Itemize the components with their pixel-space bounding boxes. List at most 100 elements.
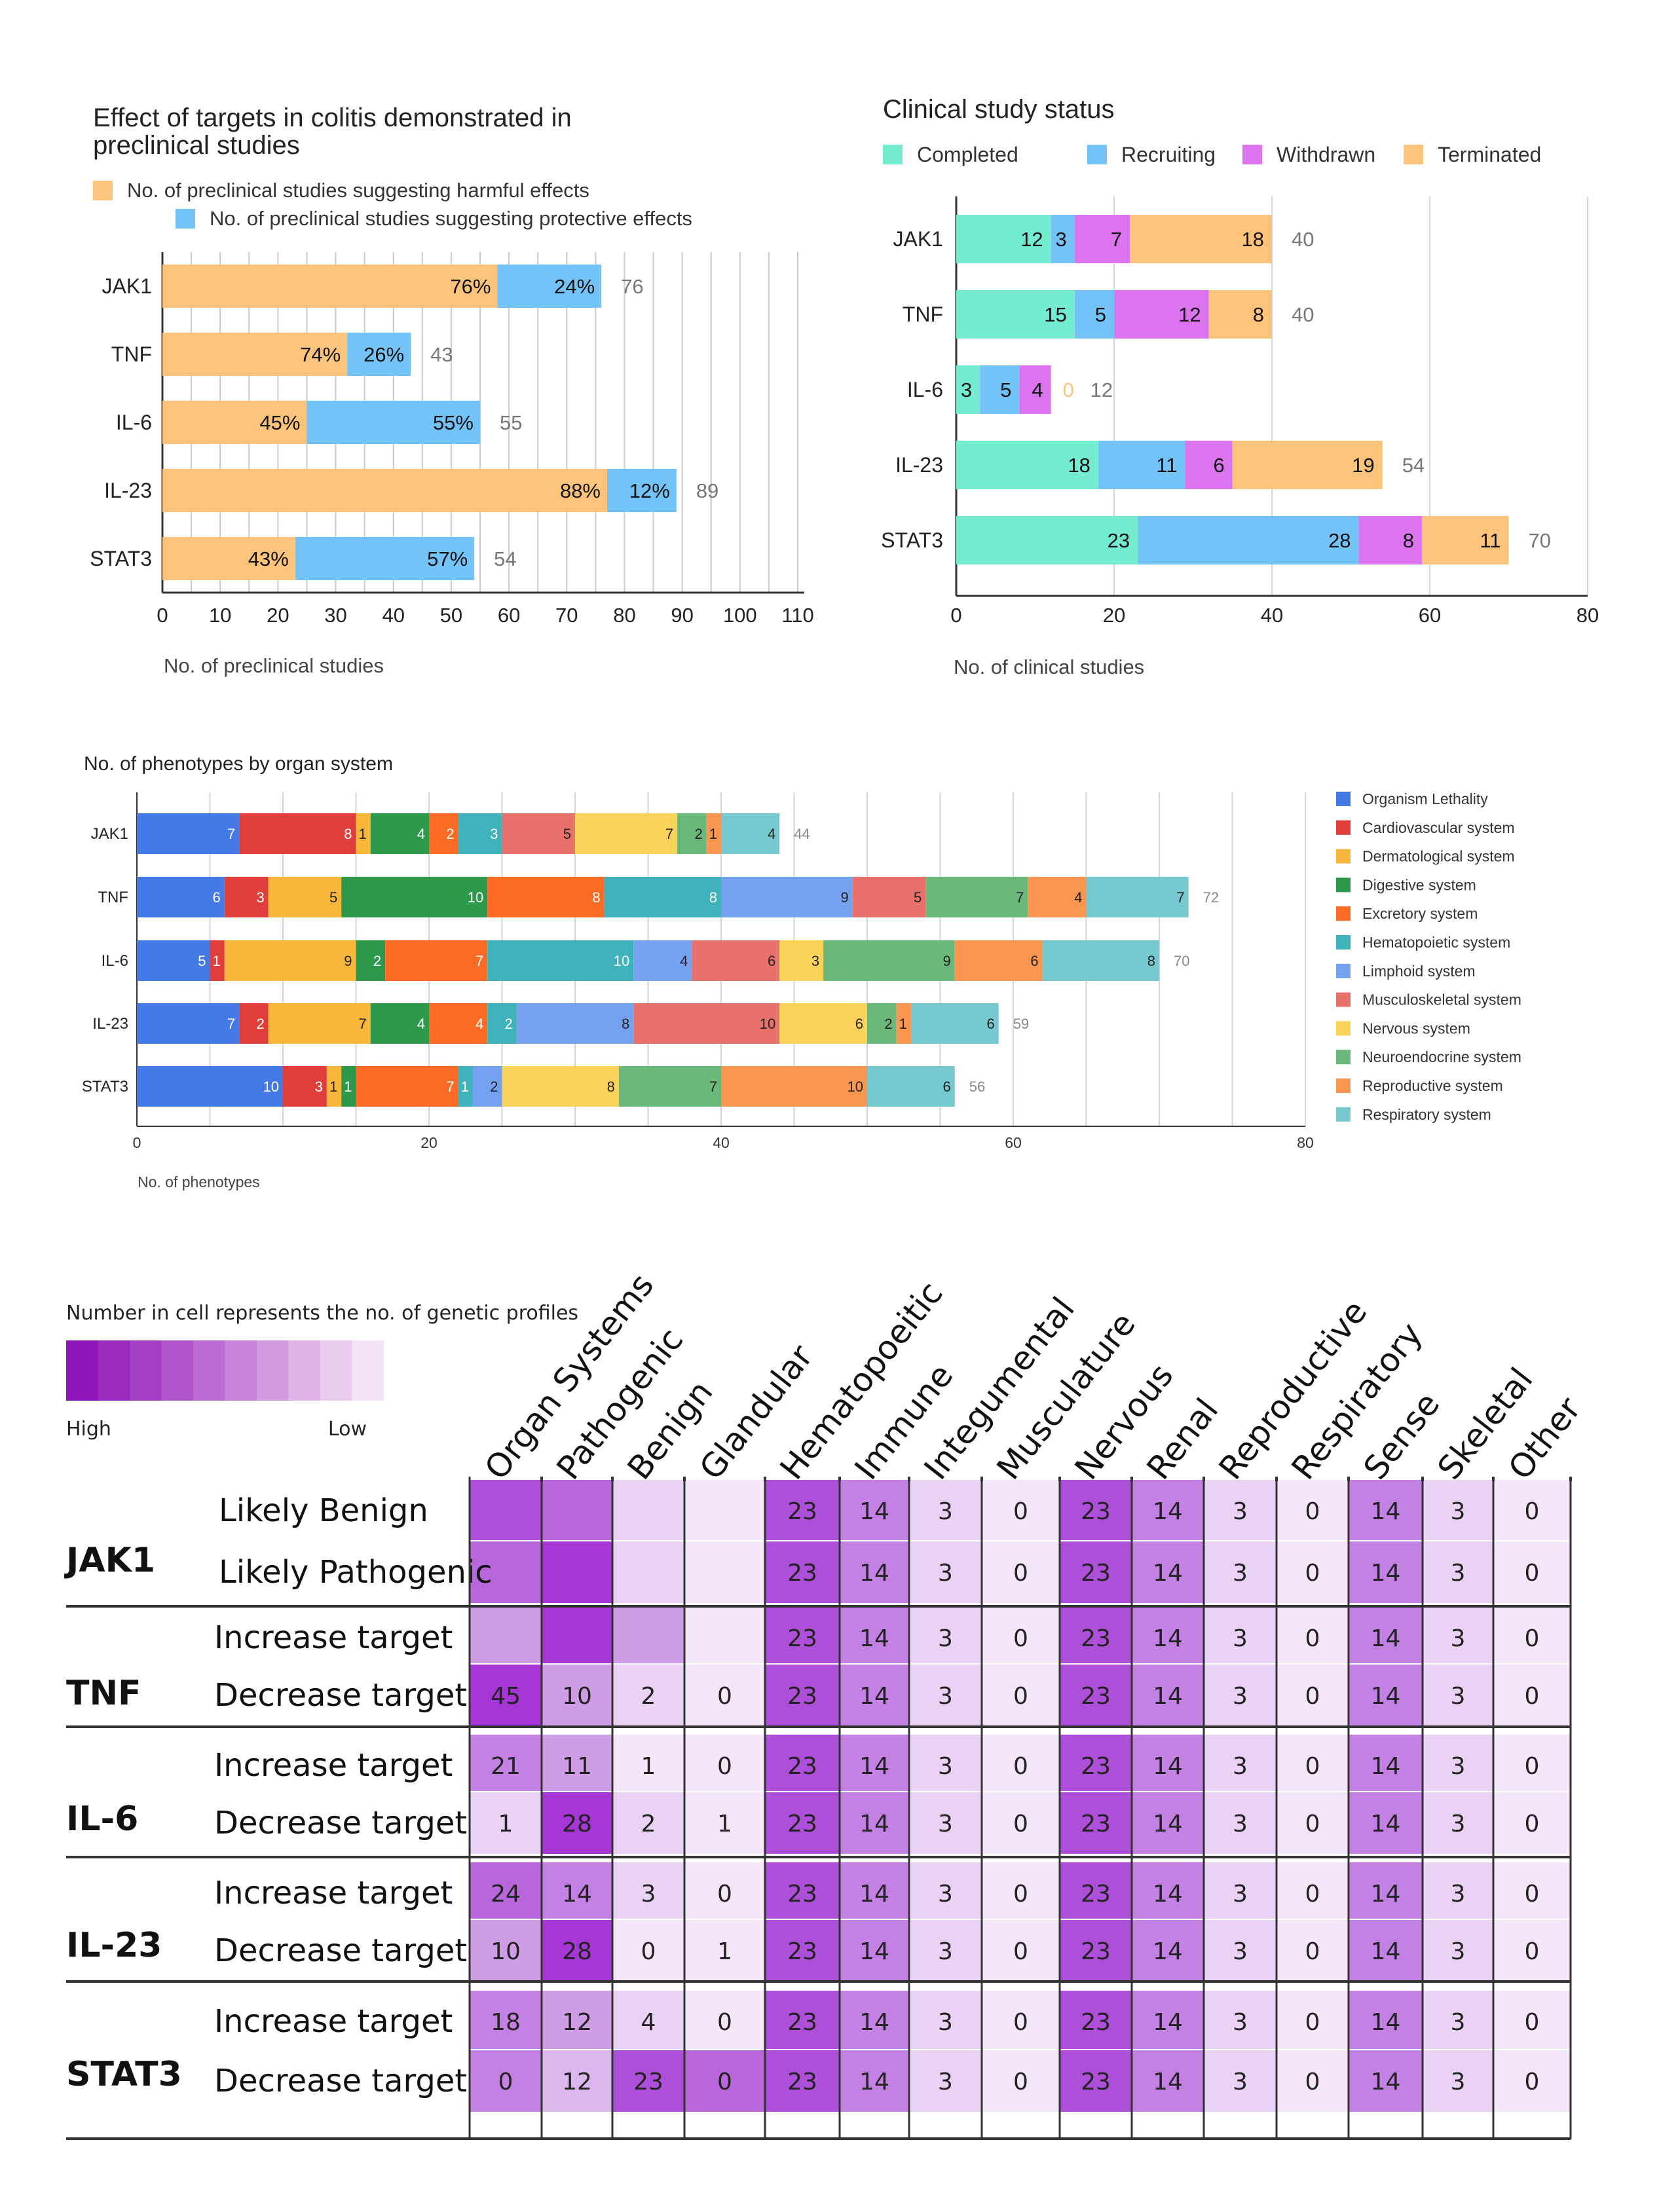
bar-segment	[867, 1003, 897, 1044]
legend-label: Terminated	[1438, 143, 1541, 166]
heatmap-cell-value: 0	[1525, 1625, 1540, 1652]
bar-segment	[956, 516, 1138, 564]
heatmap-cell-value: 0	[1525, 1560, 1540, 1587]
heatmap-cell-value: 3	[1451, 1683, 1466, 1710]
bar-total-label: 12	[1091, 378, 1113, 401]
heatmap-cell	[908, 1663, 982, 1727]
bar-segment	[502, 1066, 619, 1107]
heatmap-cell-value: 3	[1451, 1811, 1466, 1837]
heatmap-cell-value: 0	[1525, 1938, 1540, 1965]
heatmap-cell	[612, 1663, 685, 1727]
heatmap-cell	[1276, 1663, 1349, 1727]
bar-segment	[1042, 940, 1159, 981]
heatmap-cell-value: 23	[1081, 2069, 1111, 2095]
heatmap-cell-value: 14	[1371, 2009, 1401, 2036]
bar-segment	[210, 940, 225, 981]
heatmap-cell	[1276, 2049, 1349, 2113]
legend-label: Recruiting	[1121, 143, 1216, 166]
bar-data-label: 10	[263, 1078, 279, 1095]
heatmap-cell-value: 3	[1233, 1498, 1248, 1525]
bar-total-label: 59	[1013, 1016, 1029, 1032]
heatmap-cell-value: 23	[787, 1625, 817, 1652]
heatmap-cell-value: 3	[1233, 1753, 1248, 1780]
heatmap-cell	[541, 1479, 613, 1543]
heatmap-cell-value: 1	[498, 1811, 513, 1837]
heatmap-cell-value: 3	[1451, 1753, 1466, 1780]
group-label: JAK1	[64, 1541, 155, 1580]
heatmap-cell-value: 23	[1081, 1811, 1111, 1837]
bar-segment	[925, 877, 1028, 917]
category-label: IL-23	[92, 1015, 128, 1033]
bar-segment	[867, 1066, 955, 1107]
heatmap-cell-value: 24	[491, 1881, 521, 1908]
heatmap-cell-value: 0	[717, 1683, 732, 1710]
row-label: Decrease target	[214, 2063, 467, 2099]
heatmap-cell-value: 14	[1153, 1625, 1183, 1652]
heatmap-cell-value: 0	[1305, 1560, 1320, 1587]
x-tick-label: 50	[440, 604, 462, 627]
bar-data-label: 6	[1214, 454, 1225, 477]
bar-segment	[1074, 215, 1130, 263]
heatmap-cell	[684, 1919, 766, 1983]
heatmap-cell-value: 14	[859, 1881, 889, 1908]
category-label: STAT3	[881, 528, 943, 552]
bar-data-label: 1	[329, 1078, 337, 1095]
heatmap-cell	[908, 1540, 982, 1604]
bar-data-label: 5	[914, 889, 922, 906]
bar-data-label: 7	[1111, 228, 1122, 251]
heatmap-cell-value: 28	[562, 1938, 592, 1965]
heatmap-cell-value: 3	[1451, 1881, 1466, 1908]
scale-swatch	[193, 1340, 225, 1401]
x-tick-label: 20	[267, 604, 289, 627]
heatmap-cell-value: 0	[1305, 1498, 1320, 1525]
bar-data-label: 12	[1020, 228, 1043, 251]
bar-data-label: 5	[329, 889, 337, 906]
bar-data-label: 18	[1242, 228, 1264, 251]
heatmap-cell	[612, 1733, 685, 1797]
chart-clinical: Clinical study status Completed Recruiting…	[881, 95, 1599, 678]
x-tick-label: 90	[671, 604, 693, 627]
bar-data-label: 9	[344, 953, 352, 969]
heatmap-cell-value: 3	[1233, 1683, 1248, 1710]
heatmap-cell	[1203, 1861, 1277, 1925]
heatmap-cell	[1059, 1479, 1132, 1543]
x-tick-label: 80	[1297, 1134, 1314, 1151]
bar-data-label: 26%	[364, 343, 404, 366]
x-tick-label: 40	[713, 1134, 730, 1151]
bar-segment	[604, 877, 721, 917]
bar-segment	[721, 813, 780, 854]
bar-data-label: 3	[811, 953, 819, 969]
heatmap-cell	[1493, 1791, 1571, 1855]
bar-data-label: 5	[198, 953, 206, 969]
bar-segment	[956, 215, 1051, 263]
scale-swatch	[352, 1340, 384, 1401]
bar-segment	[268, 877, 342, 917]
heatmap-cell	[684, 1479, 766, 1543]
heatmap-cell-value: 14	[859, 1811, 889, 1837]
heatmap-cell-value: 0	[1013, 1881, 1028, 1908]
bar-total-label: 70	[1174, 953, 1189, 969]
heatmap-cell	[839, 1919, 910, 1983]
bar-data-label: 5	[563, 826, 571, 842]
heatmap-cell-value: 23	[787, 2009, 817, 2036]
heatmap-cell	[469, 1989, 542, 2054]
x-axis-title: No. of phenotypes	[138, 1173, 260, 1190]
heatmap-cell-value: 2	[641, 1683, 656, 1710]
legend-label: Organism Lethality	[1362, 790, 1488, 807]
heatmap-cell-value: 45	[491, 1683, 521, 1710]
x-tick-label: 80	[1576, 604, 1599, 627]
scale-swatch	[320, 1340, 352, 1401]
bar-segment	[326, 1066, 342, 1107]
heatmap-cell-value: 0	[1525, 2009, 1540, 2036]
heatmap-cell	[764, 1606, 840, 1670]
bar-segment	[307, 401, 480, 444]
heatmap-cell-value: 3	[938, 1811, 953, 1837]
bar-segment	[347, 333, 411, 376]
scale-swatch	[257, 1340, 289, 1401]
scale-swatch	[98, 1340, 130, 1401]
bar-data-label: 11	[1480, 529, 1501, 552]
bar-segment	[980, 365, 1020, 414]
legend-swatch	[1336, 877, 1351, 893]
bar-segment	[954, 940, 1043, 981]
heatmap-cell	[1422, 1861, 1494, 1925]
